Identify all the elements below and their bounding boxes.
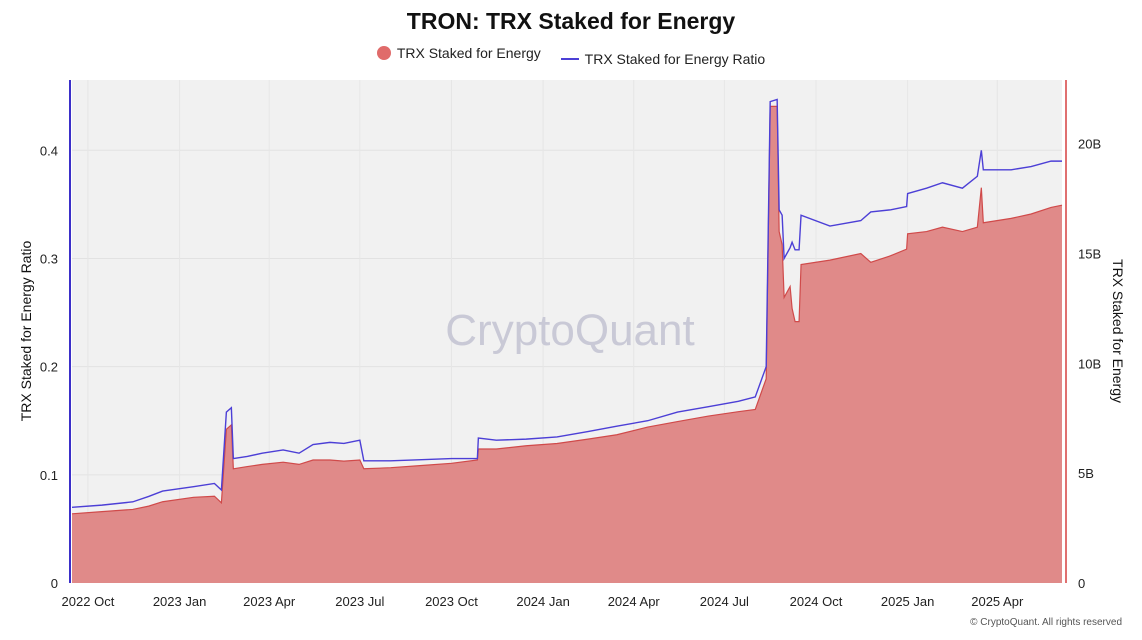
x-axis-ticks: 2022 Oct 2023 Jan 2023 Apr 2023 Jul 2023 Oct… <box>62 594 1024 609</box>
right-tick-label: 15B <box>1078 247 1101 262</box>
watermark-text: CryptoQuant <box>445 306 694 355</box>
right-tick-label: 0 <box>1078 576 1085 591</box>
left-axis-ticks: 0 0.1 0.2 0.3 0.4 <box>40 143 58 591</box>
right-tick-label: 5B <box>1078 466 1094 481</box>
x-tick-label: 2024 Oct <box>790 594 843 609</box>
left-tick-label: 0 <box>51 576 58 591</box>
right-axis-ticks: 0 5B 10B 15B 20B <box>1078 137 1101 591</box>
legend: TRX Staked for Energy TRX Staked for Ene… <box>0 45 1142 67</box>
x-tick-label: 2024 Apr <box>608 594 661 609</box>
legend-line-icon <box>560 58 579 60</box>
x-tick-label: 2025 Apr <box>971 594 1024 609</box>
x-tick-label: 2025 Jan <box>881 594 935 609</box>
left-tick-label: 0.2 <box>40 360 58 375</box>
legend-item-area[interactable]: TRX Staked for Energy <box>376 45 541 61</box>
left-axis-label: TRX Staked for Energy Ratio <box>18 241 34 422</box>
left-tick-label: 0.1 <box>40 468 58 483</box>
left-tick-label: 0.3 <box>40 251 58 266</box>
copyright-notice: © CryptoQuant. All rights reserved <box>970 617 1122 628</box>
x-tick-label: 2024 Jul <box>700 594 749 609</box>
x-tick-label: 2023 Apr <box>243 594 296 609</box>
x-tick-label: 2023 Jan <box>153 594 207 609</box>
legend-item-line[interactable]: TRX Staked for Energy Ratio <box>560 51 766 67</box>
chart-title: TRON: TRX Staked for Energy <box>406 8 736 34</box>
right-tick-label: 20B <box>1078 137 1101 152</box>
legend-label-area: TRX Staked for Energy <box>396 45 541 61</box>
left-tick-label: 0.4 <box>40 143 58 158</box>
series-line-ratio <box>71 98 1062 508</box>
right-tick-label: 10B <box>1078 356 1101 371</box>
series-area-trx-staked <box>72 106 1062 583</box>
right-axis-label: TRX Staked for Energy <box>1110 259 1126 403</box>
x-tick-label: 2023 Oct <box>425 594 478 609</box>
legend-dot-icon <box>376 46 391 60</box>
series-area-edge <box>71 105 1063 515</box>
x-tick-label: 2022 Oct <box>62 594 115 609</box>
x-tick-label: 2023 Jul <box>335 594 384 609</box>
x-tick-label: 2024 Jan <box>516 594 570 609</box>
legend-label-line: TRX Staked for Energy Ratio <box>584 51 766 67</box>
